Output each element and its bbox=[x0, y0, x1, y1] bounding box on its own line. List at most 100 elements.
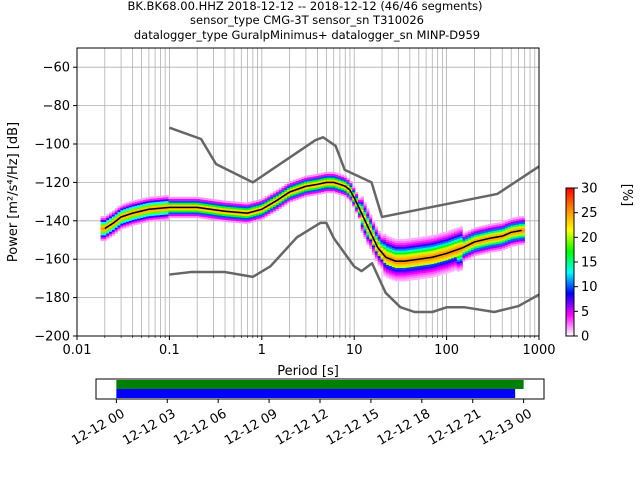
density-cell bbox=[157, 218, 161, 222]
density-cell bbox=[253, 219, 257, 222]
density-cell bbox=[123, 209, 127, 212]
density-cell bbox=[188, 214, 192, 217]
density-cell bbox=[448, 262, 452, 266]
density-cell bbox=[193, 202, 198, 205]
density-cell bbox=[199, 201, 203, 204]
density-cell bbox=[388, 246, 393, 249]
density-cell bbox=[425, 255, 429, 258]
density-cell bbox=[100, 217, 104, 221]
density-cell bbox=[394, 246, 398, 249]
density-cell bbox=[504, 220, 509, 223]
density-cell bbox=[476, 236, 480, 239]
density-cell bbox=[363, 215, 367, 218]
density-cell bbox=[431, 254, 435, 257]
density-cell bbox=[131, 219, 135, 222]
density-cell bbox=[151, 209, 155, 212]
density-cell bbox=[332, 173, 336, 176]
density-cell bbox=[182, 208, 186, 211]
density-cell bbox=[519, 220, 523, 223]
density-cell bbox=[420, 238, 424, 241]
density-cell bbox=[459, 245, 463, 248]
density-cell bbox=[434, 270, 438, 273]
density-cell bbox=[454, 264, 458, 267]
density-cell bbox=[383, 243, 387, 246]
density-cell bbox=[140, 204, 144, 207]
density-cell bbox=[219, 205, 223, 208]
density-cell bbox=[162, 214, 166, 217]
density-cell bbox=[148, 202, 152, 205]
density-cell bbox=[267, 211, 271, 214]
density-cell bbox=[270, 206, 274, 209]
mode-line bbox=[104, 181, 522, 262]
density-cell bbox=[448, 232, 452, 235]
density-cell bbox=[516, 232, 520, 235]
density-cell bbox=[420, 259, 424, 262]
density-cell bbox=[292, 191, 296, 194]
density-cell bbox=[227, 204, 231, 207]
density-cell bbox=[224, 214, 229, 217]
density-cell bbox=[142, 207, 147, 210]
density-cell bbox=[219, 203, 223, 207]
density-cell bbox=[434, 234, 438, 237]
density-cell bbox=[230, 207, 234, 210]
density-cell bbox=[253, 214, 257, 217]
density-cell bbox=[386, 237, 390, 240]
density-cell bbox=[196, 216, 200, 219]
density-cell bbox=[275, 201, 280, 204]
density-cell bbox=[445, 254, 449, 257]
density-cell bbox=[323, 177, 328, 180]
density-cell bbox=[369, 218, 373, 221]
density-cell bbox=[312, 187, 316, 190]
density-cell bbox=[487, 225, 492, 229]
x-tick-label: 0.1 bbox=[159, 343, 180, 358]
density-cell bbox=[448, 241, 452, 244]
density-cell bbox=[456, 256, 460, 259]
density-cell bbox=[123, 224, 127, 227]
density-cell bbox=[507, 236, 511, 239]
density-cell bbox=[366, 239, 370, 242]
density-cell bbox=[117, 209, 121, 213]
density-cell bbox=[120, 204, 124, 207]
density-cell bbox=[422, 236, 427, 239]
density-cell bbox=[349, 181, 353, 184]
density-cell bbox=[462, 244, 466, 247]
density-cell bbox=[301, 178, 305, 181]
density-cell bbox=[306, 188, 311, 191]
density-cell bbox=[213, 216, 217, 219]
density-cell bbox=[445, 233, 449, 236]
density-cell bbox=[372, 249, 376, 252]
density-cell bbox=[374, 239, 378, 242]
density-cell bbox=[442, 237, 446, 240]
density-cell bbox=[284, 185, 288, 189]
density-cell bbox=[465, 258, 469, 261]
density-cell bbox=[405, 254, 410, 257]
density-cell bbox=[340, 186, 345, 189]
density-cell bbox=[391, 278, 395, 281]
density-cell bbox=[332, 187, 336, 190]
density-cell bbox=[120, 217, 124, 220]
density-cell bbox=[482, 246, 486, 249]
density-cell bbox=[431, 273, 435, 276]
density-cell bbox=[397, 262, 401, 265]
density-cell bbox=[374, 258, 378, 261]
density-cell bbox=[516, 216, 520, 219]
density-cell bbox=[213, 214, 217, 217]
density-cell bbox=[111, 218, 116, 221]
density-cell bbox=[352, 191, 356, 195]
density-cell bbox=[391, 251, 395, 254]
density-cell bbox=[241, 209, 246, 213]
density-cell bbox=[510, 229, 514, 232]
density-cell bbox=[199, 199, 203, 202]
density-cell bbox=[391, 253, 395, 256]
y-tick-label: −100 bbox=[34, 138, 70, 153]
density-cell bbox=[397, 264, 401, 267]
density-cell bbox=[372, 224, 376, 227]
density-cell bbox=[318, 180, 322, 184]
density-cell bbox=[521, 229, 525, 232]
density-cell bbox=[301, 188, 305, 191]
density-cell bbox=[111, 231, 116, 234]
density-cell bbox=[439, 271, 443, 274]
density-cell bbox=[154, 209, 158, 212]
density-cell bbox=[256, 199, 260, 202]
density-cell bbox=[391, 249, 395, 252]
